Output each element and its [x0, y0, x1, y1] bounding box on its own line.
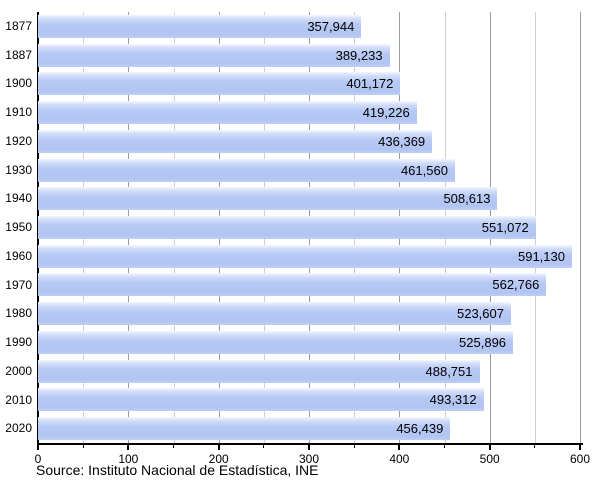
bar-1910: 419,226	[38, 101, 417, 125]
x-tick-major-100	[127, 445, 130, 450]
bar-1900: 401,172	[38, 72, 401, 96]
bar-value-label-1910: 419,226	[362, 105, 410, 121]
y-axis-label-1980: 1980	[5, 306, 32, 321]
bar-value-label-1980: 523,607	[456, 306, 504, 322]
x-axis-label-600: 600	[569, 452, 591, 466]
x-tick-minor-150	[173, 445, 174, 448]
bar-value-label-1920: 436,369	[378, 133, 426, 149]
bar-1887: 389,233	[38, 43, 390, 67]
bar-1980: 523,607	[38, 302, 511, 326]
bar-1960: 591,130	[38, 244, 572, 268]
y-axis-label-2010: 2010	[5, 392, 32, 407]
y-axis-label-1900: 1900	[5, 76, 32, 91]
x-axis-label-500: 500	[479, 452, 500, 466]
bar-2010: 493,312	[38, 388, 484, 412]
y-axis-label-1920: 1920	[5, 133, 32, 148]
source-caption: Source: Instituto Nacional de Estadístic…	[36, 462, 319, 478]
y-axis-label-1960: 1960	[5, 248, 32, 263]
x-tick-major-300	[308, 445, 310, 450]
x-axis-label-0: 0	[34, 452, 42, 466]
x-tick-major-500	[488, 445, 491, 450]
y-axis-label-1887: 1887	[5, 47, 32, 62]
bar-value-label-1877: 357,944	[307, 18, 355, 34]
bar-value-label-2000: 488,751	[425, 363, 473, 379]
bar-value-label-1990: 525,896	[459, 334, 507, 350]
x-tick-minor-350	[353, 445, 355, 448]
y-axis-label-2020: 2020	[5, 421, 32, 436]
y-axis-label-1970: 1970	[5, 277, 32, 292]
x-axis-line	[37, 443, 583, 445]
y-axis-label-1930: 1930	[5, 162, 32, 177]
gridline-major-600	[580, 12, 581, 443]
bar-value-label-2020: 456,439	[396, 421, 444, 437]
x-axis-label-400: 400	[389, 452, 410, 466]
x-tick-major-0	[37, 445, 39, 450]
bar-value-label-1970: 562,766	[492, 277, 540, 293]
bar-2020: 456,439	[38, 417, 451, 441]
bar-1940: 508,613	[38, 187, 498, 211]
y-axis-label-1877: 1877	[5, 19, 32, 33]
x-axis-label-200: 200	[208, 452, 229, 466]
bar-1950: 551,072	[38, 216, 536, 239]
x-axis-label-300: 300	[298, 452, 320, 466]
y-axis-label-1940: 1940	[5, 191, 32, 206]
y-axis-label-1950: 1950	[5, 220, 32, 235]
bar-value-label-1930: 461,560	[400, 162, 448, 178]
x-tick-major-400	[398, 445, 401, 450]
x-tick-major-600	[579, 445, 581, 450]
y-axis-label-1990: 1990	[5, 335, 32, 350]
bar-1920: 436,369	[38, 129, 433, 153]
bar-value-label-1950: 551,072	[481, 220, 529, 235]
x-tick-minor-550	[534, 445, 536, 448]
bar-1930: 461,560	[38, 158, 455, 182]
x-tick-minor-450	[444, 445, 445, 448]
x-axis-label-100: 100	[118, 452, 139, 466]
bar-value-label-1887: 389,233	[335, 47, 383, 63]
x-tick-major-200	[217, 445, 220, 450]
y-axis-label-1910: 1910	[5, 105, 32, 120]
bar-value-label-2010: 493,312	[429, 392, 477, 408]
bar-1877: 357,944	[38, 14, 362, 38]
bar-1970: 562,766	[38, 273, 547, 297]
x-tick-minor-250	[263, 445, 265, 448]
y-axis-label-2000: 2000	[5, 363, 32, 378]
bar-value-label-1960: 591,130	[517, 248, 565, 264]
bar-value-label-1940: 508,613	[443, 191, 491, 207]
bar-2000: 488,751	[38, 359, 480, 383]
bar-1990: 525,896	[38, 330, 514, 354]
x-tick-minor-50	[82, 445, 84, 448]
bar-value-label-1900: 401,172	[346, 76, 394, 92]
